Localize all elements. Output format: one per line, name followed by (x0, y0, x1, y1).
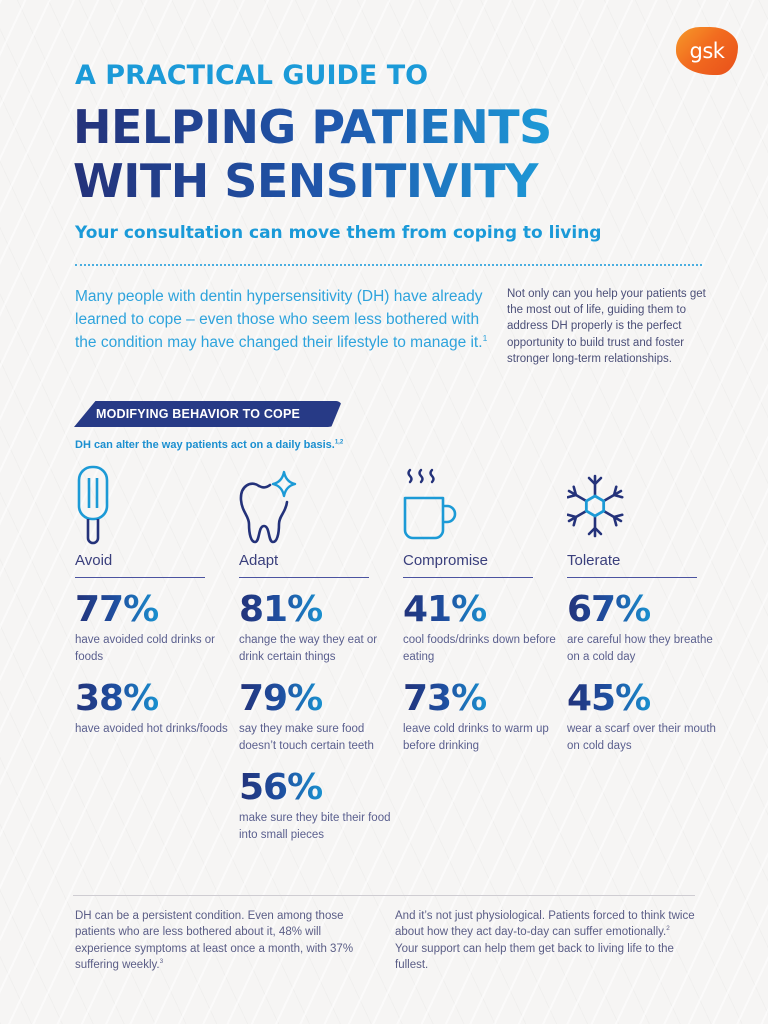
stat-description: have avoided hot drinks/foods (75, 723, 228, 735)
stat-description: are careful how they breathe on a cold d… (567, 634, 713, 663)
stat-item: 81% change the way they eat or drink cer… (239, 590, 399, 665)
stat-item: 77% have avoided cold drinks or foods (75, 590, 235, 665)
stat-value: 38% (75, 678, 159, 719)
stat-item: 79% say they make sure food doesn’t touc… (239, 679, 399, 754)
category-label: Adapt (239, 550, 369, 578)
stat-description: leave cold drinks to warm up before drin… (403, 723, 549, 752)
stat-item: 45% wear a scarf over their mouth on col… (567, 679, 727, 754)
footer-left-paragraph: DH can be a persistent condition. Even a… (75, 908, 365, 974)
stat-value: 79% (239, 678, 323, 719)
page-subtitle: Your consultation can move them from cop… (75, 223, 602, 243)
section-subheading-text: DH can alter the way patients act on a d… (75, 439, 335, 451)
tooth-sparkle-icon (239, 470, 297, 544)
gsk-logo: gsk (676, 27, 738, 75)
footer-right-text: And it’s not just physiological. Patient… (395, 910, 695, 939)
stat-description: cool foods/drinks down before eating (403, 634, 556, 663)
logo-text: gsk (689, 39, 725, 63)
stat-value: 56% (239, 767, 323, 808)
category-avoid: Avoid 77% have avoided cold drinks or fo… (75, 462, 235, 738)
stat-item: 73% leave cold drinks to warm up before … (403, 679, 563, 754)
stat-value: 77% (75, 589, 159, 630)
intro-side-paragraph: Not only can you help your patients get … (507, 288, 706, 365)
stat-value: 73% (403, 678, 487, 719)
stat-item: 56% make sure they bite their food into … (239, 768, 399, 843)
icon-container (567, 462, 727, 548)
stat-value: 67% (567, 589, 651, 630)
stat-value: 81% (239, 589, 323, 630)
page-title: HELPING PATIENTS WITH SENSITIVITY (73, 100, 552, 208)
stat-description: change the way they eat or drink certain… (239, 634, 378, 663)
page-kicker: A PRACTICAL GUIDE TO (75, 60, 429, 91)
stat-description: say they make sure food doesn’t touch ce… (239, 723, 374, 752)
footer-divider (73, 895, 695, 896)
icon-container (239, 462, 399, 548)
stat-item: 41% cool foods/drinks down before eating (403, 590, 563, 665)
footer-left-text: DH can be a persistent condition. Even a… (75, 910, 354, 972)
stat-value: 41% (403, 589, 487, 630)
stat-description: have avoided cold drinks or foods (75, 634, 215, 663)
popsicle-icon (77, 465, 109, 545)
stat-description: make sure they bite their food into smal… (239, 812, 391, 841)
icon-container (403, 462, 563, 548)
reference-superscript: 1 (482, 332, 488, 343)
hot-mug-icon (403, 468, 457, 540)
stat-value: 45% (567, 678, 651, 719)
intro-lead-paragraph: Many people with dentin hypersensitivity… (75, 285, 490, 354)
stat-description: wear a scarf over their mouth on cold da… (567, 723, 716, 752)
reference-superscript: 1,2 (334, 439, 344, 446)
footer-right-paragraph: And it’s not just physiological. Patient… (395, 908, 695, 974)
category-adapt: Adapt 81% change the way they eat or dri… (239, 462, 399, 843)
section-subheading: DH can alter the way patients act on a d… (75, 439, 343, 451)
title-line-1: HELPING PATIENTS (73, 100, 552, 154)
section-banner: MODIFYING BEHAVIOR TO COPE (74, 401, 342, 427)
stat-item: 67% are careful how they breathe on a co… (567, 590, 727, 665)
reference-superscript: 3 (159, 958, 164, 966)
icon-container (75, 462, 235, 548)
category-compromise: Compromise 41% cool foods/drinks down be… (403, 462, 563, 754)
footer-right-text-cont: Your support can help them get back to l… (395, 942, 674, 972)
title-line-2: WITH SENSITIVITY (73, 154, 538, 208)
reference-superscript: 2 (666, 925, 670, 933)
category-tolerate: Tolerate 67% are careful how they breath… (567, 462, 727, 754)
snowflake-icon (567, 474, 624, 538)
stat-item: 38% have avoided hot drinks/foods (75, 679, 235, 738)
category-label: Avoid (75, 550, 205, 578)
dotted-divider (75, 264, 702, 266)
intro-lead-text: Many people with dentin hypersensitivity… (75, 288, 483, 351)
category-label: Tolerate (567, 550, 697, 578)
category-label: Compromise (403, 550, 533, 578)
